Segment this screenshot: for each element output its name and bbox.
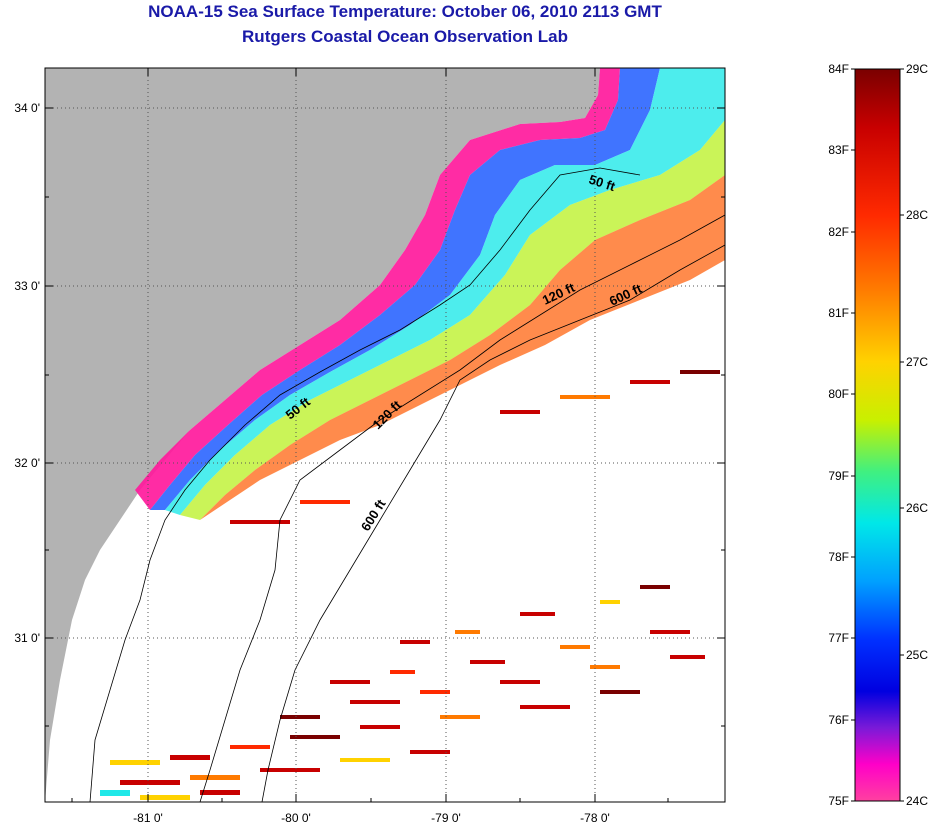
colorbar-label-29c: 29C [906,62,928,76]
lat-label-33: 33 0' [14,279,40,293]
colorbar-label-77f: 77F [828,631,849,645]
colorbar-label-83f: 83F [828,143,849,157]
contour-120ft [199,214,725,802]
colorbar-f-ticks [851,68,855,802]
contour-50ft [89,167,641,802]
green-water-band [180,120,725,520]
lat-label-31: 31 0' [14,631,40,645]
warm-water-band [200,175,725,520]
scattered-pixels [100,370,720,800]
lat-label-34: 34 0' [14,101,40,115]
map-subtitle: Rutgers Coastal Ocean Observation Lab [242,27,568,46]
lon-label-79: -79 0' [431,811,461,825]
colorbar [854,68,901,802]
land-mass [45,68,600,802]
axis-ticks [45,68,725,802]
colorbar-label-79f: 79F [828,469,849,483]
colorbar-label-84f: 84F [828,62,849,76]
lon-label-81: -81 0' [133,811,163,825]
blue-water-band [150,68,660,510]
colorbar-label-27c: 27C [906,355,928,369]
lat-label-32: 32 0' [14,456,40,470]
colorbar-label-28c: 28C [906,208,928,222]
lon-label-80: -80 0' [281,811,311,825]
colorbar-label-76f: 76F [828,713,849,727]
colorbar-label-24c: 24C [906,794,928,808]
map-title: NOAA-15 Sea Surface Temperature: October… [148,2,662,21]
colorbar-label-82f: 82F [828,225,849,239]
colorbar-label-26c: 26C [906,501,928,515]
map-border [44,67,726,803]
graticule [45,68,725,802]
nearshore-cold-band [135,68,620,510]
lon-label-78: -78 0' [580,811,610,825]
cyan-water-band [165,68,725,515]
contour-600ft [261,244,725,802]
colorbar-label-81f: 81F [828,306,849,320]
colorbar-label-25c: 25C [906,648,928,662]
colorbar-c-ticks [900,68,904,802]
colorbar-label-80f: 80F [828,387,849,401]
colorbar-label-75f: 75F [828,794,849,808]
colorbar-label-78f: 78F [828,550,849,564]
